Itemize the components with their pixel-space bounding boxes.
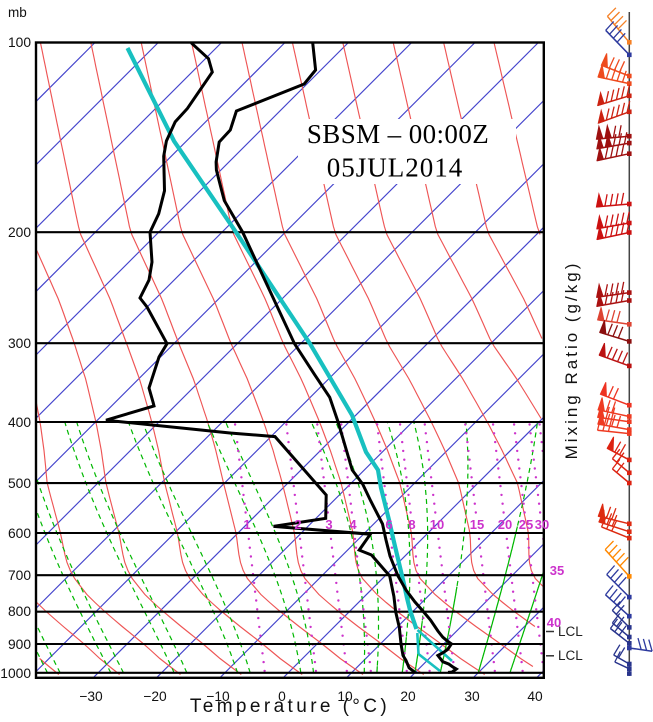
svg-text:LCL: LCL	[558, 624, 583, 639]
svg-text:mb: mb	[8, 5, 27, 20]
svg-text:25: 25	[519, 517, 533, 532]
svg-text:3: 3	[325, 517, 332, 532]
svg-text:10: 10	[430, 517, 444, 532]
svg-text:900: 900	[8, 637, 31, 652]
svg-text:−20: −20	[143, 689, 167, 704]
svg-text:800: 800	[8, 604, 31, 619]
svg-text:20: 20	[498, 517, 512, 532]
svg-text:15: 15	[470, 517, 484, 532]
svg-text:500: 500	[8, 476, 31, 491]
svg-text:0: 0	[278, 689, 286, 704]
svg-text:−10: −10	[206, 689, 230, 704]
svg-text:Temperature (°C): Temperature (°C)	[190, 696, 390, 717]
svg-text:Mixing Ratio (g/kg): Mixing Ratio (g/kg)	[562, 261, 581, 460]
svg-text:30: 30	[464, 689, 480, 704]
svg-text:35: 35	[550, 563, 564, 578]
svg-text:400: 400	[8, 415, 31, 430]
svg-text:10: 10	[337, 689, 353, 704]
svg-text:SBSM – 00:00Z: SBSM – 00:00Z	[307, 119, 489, 149]
svg-text:40: 40	[547, 615, 561, 630]
svg-text:8: 8	[408, 517, 415, 532]
svg-text:30: 30	[535, 517, 549, 532]
svg-text:600: 600	[8, 526, 31, 541]
svg-text:−30: −30	[79, 689, 103, 704]
svg-text:LCL: LCL	[558, 648, 583, 663]
svg-text:4: 4	[349, 517, 357, 532]
svg-text:1000: 1000	[0, 666, 31, 681]
svg-text:05JUL2014: 05JUL2014	[327, 153, 464, 183]
svg-text:700: 700	[8, 568, 31, 583]
svg-text:100: 100	[8, 35, 31, 50]
svg-text:2: 2	[294, 517, 301, 532]
svg-text:300: 300	[8, 336, 31, 351]
svg-text:200: 200	[8, 225, 31, 240]
svg-text:1: 1	[243, 517, 250, 532]
svg-text:20: 20	[400, 689, 416, 704]
svg-text:6: 6	[385, 517, 392, 532]
svg-text:40: 40	[527, 689, 543, 704]
